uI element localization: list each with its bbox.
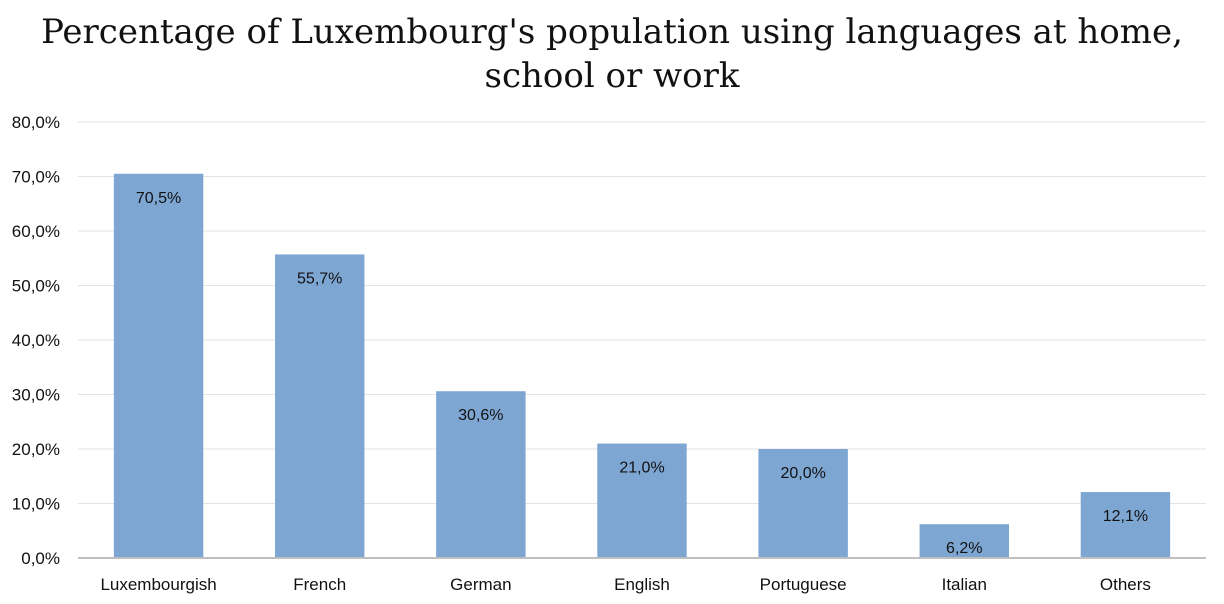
category-label: Luxembourgish [100,575,216,594]
bar-portuguese [758,449,848,558]
bar-french [274,254,365,558]
y-tick-label: 60,0% [12,222,60,241]
data-label: 70,5% [136,190,181,207]
bar-german [436,391,526,558]
data-label: 12,1% [1103,508,1148,525]
category-label: Others [1100,575,1151,594]
data-label: 20,0% [780,465,825,482]
category-label: Italian [942,575,987,594]
data-label: 21,0% [619,460,664,477]
data-label: 55,7% [297,270,342,287]
category-label: Portuguese [760,575,847,594]
data-label: 6,2% [946,540,982,557]
bar-english [597,443,687,558]
bar-others [1080,492,1171,558]
y-tick-label: 80,0% [12,113,60,132]
chart-title: Percentage of Luxembourg's population us… [41,12,1183,96]
category-label: English [614,575,670,594]
y-axis-tick-labels: 0,0% 10,0% 20,0% 30,0% 40,0% 50,0% 60,0% 70,0% 8… [12,113,60,568]
category-label: French [293,575,346,594]
y-tick-label: 50,0% [12,277,60,296]
bar-luxembourgish [113,173,204,558]
data-labels: 70,5% 55,7% 30,6% 21,0% 20,0% 6,2% 12,1% [136,190,1148,557]
y-tick-label: 20,0% [12,440,60,459]
bars [113,173,1171,558]
category-labels: Luxembourgish French German English Portugue… [100,575,1150,594]
data-label: 30,6% [458,407,503,424]
y-tick-label: 0,0% [21,549,60,568]
y-tick-label: 70,0% [12,168,60,187]
gridlines [78,121,1206,504]
bar-italian [919,524,1010,558]
y-tick-label: 10,0% [12,495,60,514]
y-tick-label: 30,0% [12,386,60,405]
category-label: German [450,575,511,594]
y-tick-label: 40,0% [12,331,60,350]
